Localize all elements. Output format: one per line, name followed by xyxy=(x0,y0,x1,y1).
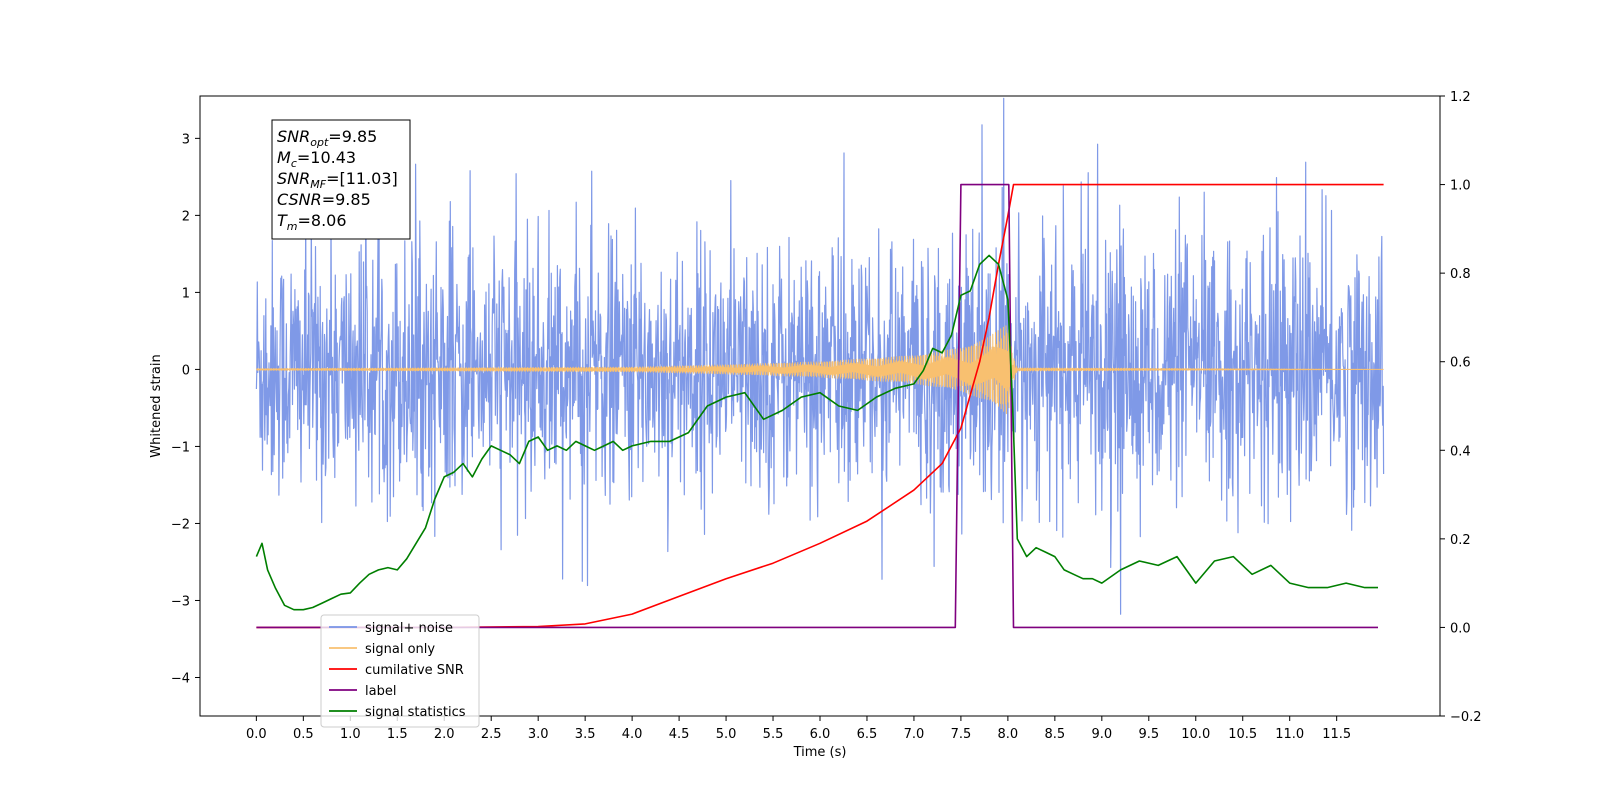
x-tick-label: 2.0 xyxy=(434,727,455,742)
legend-label: signal+ noise xyxy=(365,621,453,636)
y-right-tick-label: 1.0 xyxy=(1450,179,1471,194)
y-right-tick-label: 0.8 xyxy=(1450,267,1471,282)
y-right-tick-label: 0.4 xyxy=(1450,444,1471,459)
x-tick-label: 0.0 xyxy=(246,727,267,742)
legend-label: label xyxy=(365,684,396,699)
legend-label: cumilative SNR xyxy=(365,663,464,678)
y-right-tick-label: 0.6 xyxy=(1450,356,1471,371)
x-tick-label: 6.5 xyxy=(857,727,878,742)
x-tick-label: 6.0 xyxy=(810,727,831,742)
x-tick-label: 2.5 xyxy=(481,727,502,742)
legend-label: signal statistics xyxy=(365,705,466,720)
x-tick-label: 4.0 xyxy=(622,727,643,742)
x-tick-label: 9.0 xyxy=(1091,727,1112,742)
annotation-line: SNRopt=9.85 xyxy=(277,127,377,149)
x-tick-label: 10.5 xyxy=(1228,727,1257,742)
y-right-tick-label: 1.2 xyxy=(1450,90,1471,105)
annotation-line: SNRMF=[11.03] xyxy=(277,169,398,191)
x-tick-label: 4.5 xyxy=(669,727,690,742)
x-tick-label: 11.5 xyxy=(1322,727,1351,742)
y-tick-label: −2 xyxy=(171,517,190,532)
x-axis-label: Time (s) xyxy=(793,745,847,760)
x-tick-label: 7.0 xyxy=(904,727,925,742)
annotation-line: CSNR=9.85 xyxy=(277,190,371,209)
x-tick-label: 0.5 xyxy=(293,727,314,742)
x-tick-label: 5.5 xyxy=(763,727,784,742)
y-tick-label: 0 xyxy=(182,363,190,378)
x-tick-label: 11.0 xyxy=(1275,727,1304,742)
plot-area xyxy=(255,97,1385,629)
y-tick-label: 3 xyxy=(182,132,190,147)
x-tick-label: 5.0 xyxy=(716,727,737,742)
x-tick-label: 10.0 xyxy=(1181,727,1210,742)
annotation-box-frame xyxy=(271,119,411,240)
x-tick-label: 7.5 xyxy=(951,727,972,742)
y-axis-label: Whitened strain xyxy=(149,354,164,457)
x-axis: 0.0 0.5 1.0 1.5 2.0 2.5 3.0 3.5 4.0 4.5 5.0 5.5 6.0 6… xyxy=(246,716,1351,742)
y-right-tick-label: 0.0 xyxy=(1450,621,1471,636)
y-axis-right: 1.2 1.0 0.8 0.6 0.4 0.2 0.0 −0.2 xyxy=(1440,90,1482,725)
x-tick-label: 9.5 xyxy=(1138,727,1159,742)
annotation-box: SNRopt=9.85Mc=10.43SNRMF=[11.03]CSNR=9.8… xyxy=(271,119,411,240)
y-tick-label: −3 xyxy=(171,594,190,609)
x-tick-label: 1.0 xyxy=(340,727,361,742)
y-tick-label: −1 xyxy=(171,440,190,455)
y-right-tick-label: −0.2 xyxy=(1450,710,1482,725)
series-signal-statistics-line xyxy=(255,254,1378,611)
y-axis-left: 3 2 1 0 −1 −2 −3 −4 xyxy=(171,132,200,686)
x-tick-label: 8.5 xyxy=(1045,727,1066,742)
series-signal-only-line xyxy=(256,325,1384,415)
y-right-tick-label: 0.2 xyxy=(1450,533,1471,548)
legend-frame xyxy=(320,614,480,728)
y-tick-label: 1 xyxy=(182,286,190,301)
legend: signal+ noise signal only cumilative SNR la… xyxy=(320,614,480,728)
y-tick-label: 2 xyxy=(182,209,190,224)
x-tick-label: 1.5 xyxy=(387,727,408,742)
legend-label: signal only xyxy=(365,642,435,657)
x-tick-label: 3.0 xyxy=(528,727,549,742)
y-tick-label: −4 xyxy=(171,671,190,686)
annotation-line: Tm=8.06 xyxy=(277,211,347,233)
x-tick-label: 3.5 xyxy=(575,727,596,742)
x-tick-label: 8.0 xyxy=(998,727,1019,742)
annotation-line: Mc=10.43 xyxy=(277,148,356,170)
series-label-line xyxy=(256,183,1378,629)
